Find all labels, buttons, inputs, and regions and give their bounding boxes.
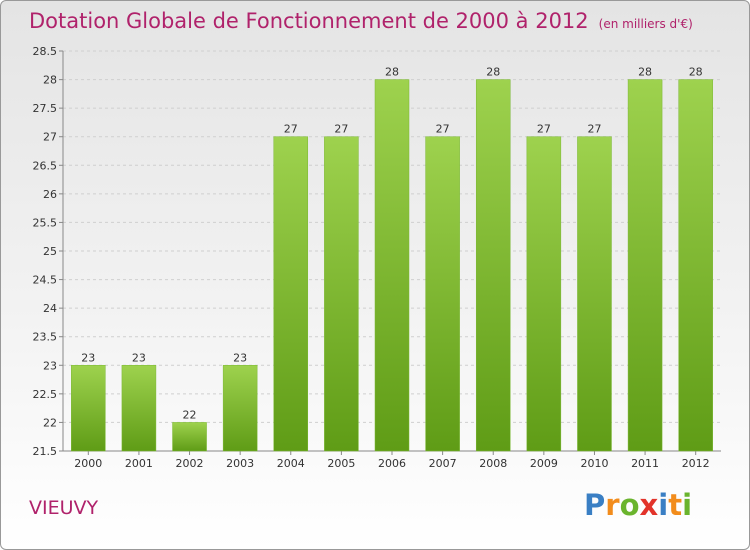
bar-value-label: 23	[132, 351, 146, 364]
y-tick-label: 23	[43, 359, 57, 372]
logo-letter: t	[668, 488, 683, 522]
x-tick-label: 2006	[378, 457, 406, 470]
bars	[71, 79, 713, 452]
bar	[172, 422, 207, 452]
commune-name: VIEUVY	[29, 497, 99, 519]
y-tick-label: 25	[43, 245, 57, 258]
y-tick-label: 28.5	[33, 45, 58, 58]
y-tick-label: 25.5	[33, 216, 58, 229]
y-tick-label: 21.5	[33, 445, 58, 458]
chart-title-text: Dotation Globale de Fonctionnement de 20…	[29, 9, 589, 33]
y-tick-label: 24	[43, 302, 57, 315]
bar-value-label: 27	[334, 123, 348, 136]
bar-value-label: 27	[587, 123, 601, 136]
bar	[475, 79, 511, 452]
bar-value-label: 23	[81, 351, 95, 364]
x-tick-label: 2003	[226, 457, 254, 470]
bar	[678, 79, 713, 452]
logo-letter: x	[639, 488, 659, 522]
bar-value-label: 22	[183, 408, 197, 421]
bar-value-label: 28	[385, 66, 399, 79]
bar	[121, 365, 157, 452]
x-tick-label: 2010	[580, 457, 608, 470]
labels: 23 2000 23 2001 22 2002 23 2003 27 2004 27 2005 28 20…	[74, 66, 709, 470]
bar	[273, 136, 309, 452]
x-tick-label: 2012	[682, 457, 710, 470]
logo-letter: i	[658, 488, 669, 522]
bar	[627, 79, 663, 452]
y-tick-label: 26	[43, 188, 57, 201]
bar	[324, 136, 359, 452]
y-tick-label: 26.5	[33, 159, 58, 172]
y-tick-label: 24.5	[33, 274, 58, 287]
bar	[71, 365, 106, 452]
x-tick-label: 2002	[176, 457, 204, 470]
bar-value-label: 27	[537, 123, 551, 136]
chart-title: Dotation Globale de Fonctionnement de 20…	[29, 9, 693, 33]
bar-value-label: 28	[638, 66, 652, 79]
logo-letter: o	[619, 488, 640, 522]
bar-value-label: 27	[436, 123, 450, 136]
y-tick-label: 27.5	[33, 102, 58, 115]
x-tick-label: 2005	[327, 457, 355, 470]
y-tick-label: 22	[43, 416, 57, 429]
y-tick-label: 23.5	[33, 331, 58, 344]
logo-letter: i	[682, 488, 693, 522]
x-tick-label: 2011	[631, 457, 659, 470]
x-tick-label: 2000	[74, 457, 102, 470]
bar	[425, 136, 460, 452]
x-tick-label: 2009	[530, 457, 558, 470]
bar-value-label: 28	[689, 66, 703, 79]
bar-value-label: 27	[284, 123, 298, 136]
bar	[374, 79, 410, 452]
y-tick-label: 27	[43, 131, 57, 144]
bar-value-label: 23	[233, 351, 247, 364]
proxiti-logo[interactable]: Proxiti	[584, 488, 692, 522]
logo-letter: P	[584, 488, 606, 522]
bar	[526, 136, 562, 452]
x-tick-label: 2004	[277, 457, 305, 470]
logo-letter: r	[605, 488, 620, 522]
bar	[222, 365, 258, 452]
x-tick-label: 2007	[429, 457, 457, 470]
chart-unit-note: (en milliers d'€)	[598, 17, 693, 31]
x-tick-label: 2001	[125, 457, 153, 470]
x-tick-label: 2008	[479, 457, 507, 470]
y-tick-label: 22.5	[33, 388, 58, 401]
bar	[577, 136, 612, 452]
bar-value-label: 28	[486, 66, 500, 79]
y-tick-label: 28	[43, 74, 57, 87]
